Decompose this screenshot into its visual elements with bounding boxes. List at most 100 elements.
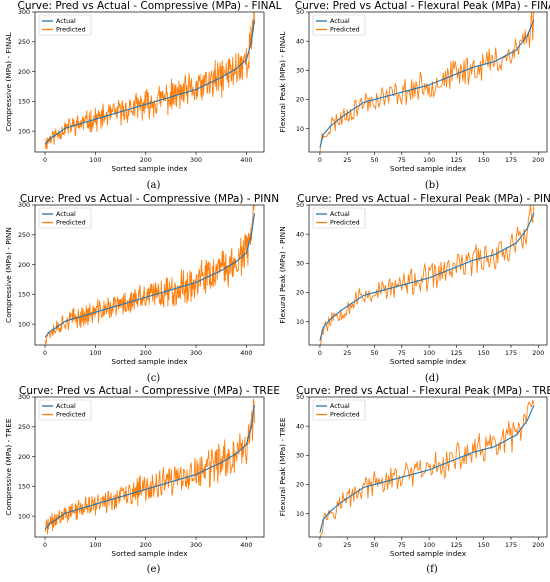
axes-frame <box>34 396 265 538</box>
x-tick-label: 100 <box>89 157 101 164</box>
x-tick-label: 0 <box>43 157 47 164</box>
x-tick-label: 200 <box>140 157 152 164</box>
x-tick-label: 100 <box>423 157 435 164</box>
y-tick-label: 20 <box>296 482 304 489</box>
x-tick-label: 75 <box>398 350 406 357</box>
x-tick-label: 75 <box>398 157 406 164</box>
x-tick-label: 300 <box>190 157 202 164</box>
x-tick-label: 100 <box>423 542 435 549</box>
y-tick-label: 300 <box>18 9 30 16</box>
axes-frame <box>308 11 548 153</box>
x-tick-label: 125 <box>450 157 462 164</box>
series-predicted-line <box>319 399 535 537</box>
x-tick-label: 100 <box>89 350 101 357</box>
y-tick-label: 30 <box>296 68 304 75</box>
legend-predicted-label: Predicted <box>56 412 86 419</box>
y-tick-label: 150 <box>18 292 30 299</box>
panel-label: (a) <box>147 180 161 191</box>
y-tick-label: 250 <box>18 232 30 239</box>
panel-label: (c) <box>147 373 161 384</box>
series-actual-line <box>319 405 535 533</box>
x-axis-label: Sorted sample index <box>111 549 188 558</box>
y-tick-label: 150 <box>18 484 30 491</box>
legend-actual-label: Actual <box>56 211 76 218</box>
y-tick-label: 40 <box>296 231 304 238</box>
y-tick-label: 10 <box>296 511 304 518</box>
y-tick-label: 100 <box>18 128 30 135</box>
x-tick-label: 200 <box>140 350 152 357</box>
plot-area <box>44 398 255 535</box>
x-tick-label: 300 <box>190 542 202 549</box>
y-axis-label: Flexural Peak (MPa) - TREE <box>278 417 287 516</box>
plot-area <box>319 205 535 345</box>
y-tick-label: 300 <box>18 394 30 401</box>
chart-panel-c: Curve: Pred vs Actual - Compressive (MPa… <box>4 193 279 384</box>
series-predicted-line <box>319 12 535 152</box>
legend-predicted-label: Predicted <box>56 27 86 34</box>
y-tick-label: 20 <box>296 97 304 104</box>
x-tick-label: 0 <box>43 542 47 549</box>
y-axis-label: Compressive (MPa) - FINAL <box>4 31 13 131</box>
panel-label: (b) <box>425 180 439 191</box>
series-actual-line <box>44 405 255 530</box>
y-tick-label: 100 <box>18 513 30 520</box>
chart-title: Curve: Pred vs Actual - Compressive (MPa… <box>17 0 281 12</box>
y-tick-label: 200 <box>18 262 30 269</box>
y-tick-label: 200 <box>18 69 30 76</box>
x-tick-label: 50 <box>370 157 378 164</box>
x-tick-label: 25 <box>343 157 351 164</box>
x-tick-label: 125 <box>450 350 462 357</box>
x-axis-label: Sorted sample index <box>390 549 467 558</box>
x-tick-label: 50 <box>370 350 378 357</box>
series-actual-line <box>44 20 255 145</box>
legend-predicted-label: Predicted <box>330 412 360 419</box>
y-tick-label: 40 <box>296 423 304 430</box>
legend-actual-label: Actual <box>330 18 350 25</box>
chart-title: Curve: Pred vs Actual - Compressive (MPa… <box>19 385 280 397</box>
series-predicted-line <box>44 12 255 150</box>
chart-panel-d: Curve: Pred vs Actual - Flexural Peak (M… <box>278 193 550 384</box>
panel-label: (e) <box>147 564 161 575</box>
y-tick-label: 250 <box>18 39 30 46</box>
y-tick-label: 150 <box>18 99 30 106</box>
y-axis-label: Compressive (MPa) - PINN <box>4 227 13 323</box>
x-tick-label: 75 <box>398 542 406 549</box>
panel-label: (f) <box>426 564 438 575</box>
chart-title: Curve: Pred vs Actual - Compressive (MPa… <box>20 193 279 205</box>
series-actual-line <box>319 20 535 148</box>
y-tick-label: 40 <box>296 38 304 45</box>
x-tick-label: 150 <box>478 542 490 549</box>
plot-area <box>319 399 535 537</box>
legend-predicted-label: Predicted <box>330 27 360 34</box>
x-tick-label: 200 <box>532 157 544 164</box>
legend-actual-label: Actual <box>330 211 350 218</box>
chart-title: Curve: Pred vs Actual - Flexural Peak (M… <box>296 385 550 397</box>
series-predicted-line <box>44 398 255 535</box>
x-tick-label: 150 <box>478 350 490 357</box>
y-tick-label: 300 <box>18 202 30 209</box>
chart-panel-e: Curve: Pred vs Actual - Compressive (MPa… <box>4 385 280 575</box>
x-tick-label: 25 <box>343 542 351 549</box>
x-tick-label: 100 <box>89 542 101 549</box>
series-predicted-line <box>44 205 255 345</box>
plot-area <box>44 205 255 345</box>
x-tick-label: 100 <box>423 350 435 357</box>
y-tick-label: 30 <box>296 453 304 460</box>
x-axis-label: Sorted sample index <box>111 164 188 173</box>
y-tick-label: 200 <box>18 454 30 461</box>
x-tick-label: 150 <box>478 157 490 164</box>
legend-predicted-label: Predicted <box>330 220 360 227</box>
x-tick-label: 200 <box>532 350 544 357</box>
series-actual-line <box>44 213 255 338</box>
legend-predicted-label: Predicted <box>56 220 86 227</box>
y-tick-label: 10 <box>296 126 304 133</box>
y-axis-label: Compressive (MPa) - TREE <box>4 418 13 516</box>
x-tick-label: 400 <box>240 157 252 164</box>
y-tick-label: 20 <box>296 290 304 297</box>
legend-actual-label: Actual <box>56 403 76 410</box>
x-tick-label: 175 <box>505 350 517 357</box>
chart-title: Curve: Pred vs Actual - Flexural Peak (M… <box>297 193 550 205</box>
x-tick-label: 125 <box>450 542 462 549</box>
y-tick-label: 30 <box>296 261 304 268</box>
x-tick-label: 200 <box>140 542 152 549</box>
